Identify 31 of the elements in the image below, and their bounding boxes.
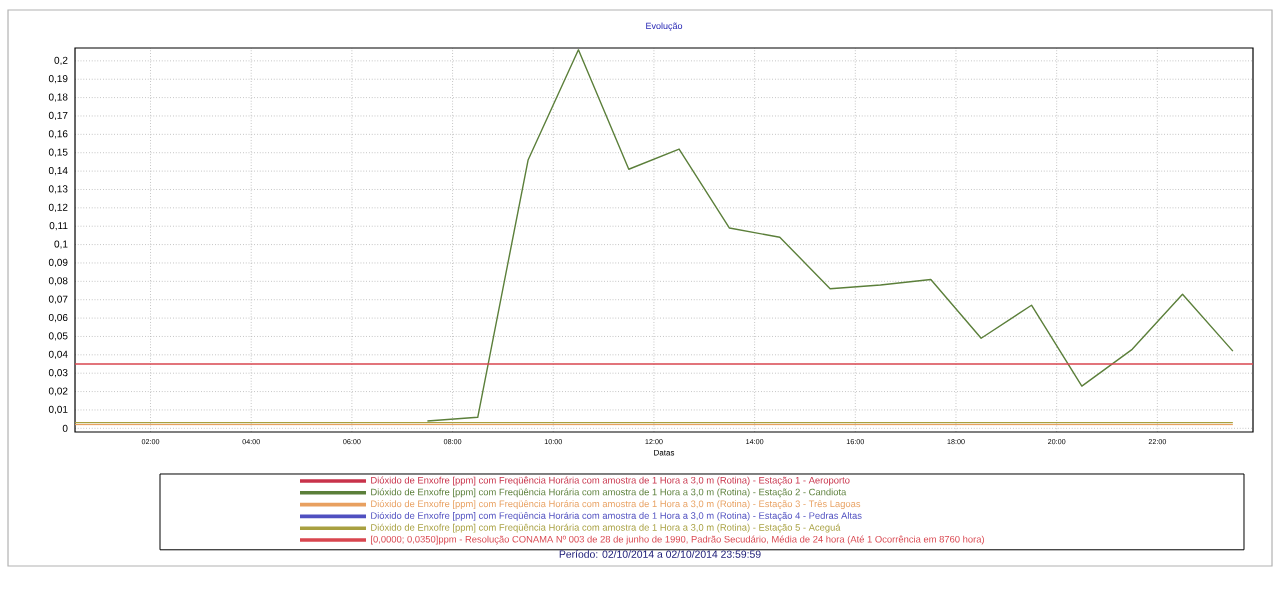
ref-line-label: [0,0000; 0,0350]ppm - Resolução CONAMA Nº 003 de 28 de junho de 1990, Padrão Secudário, Média de 24 hora (Até 1 Ocorrência em 8760 hora) xyxy=(371,535,984,545)
y-tick-label: 0,07 xyxy=(48,295,68,304)
y-tick-label: 0,06 xyxy=(48,313,68,323)
y-tick-label: 0,14 xyxy=(48,166,68,176)
y-tick-label: 0,13 xyxy=(48,185,68,194)
y-tick-label: 0,09 xyxy=(48,258,68,268)
y-tick-label: 0,19 xyxy=(48,75,68,84)
legend-label: Dióxido de Enxofre [ppm] com Freqüência Horária com amostra de 1 Hora a 3,0 m (Rotina) - Estação 4 - Pedras Altas xyxy=(371,511,862,521)
text: Dióxido de Enxofre [ppm] com Freqüência Horária com amostra de 1 Hora a 3,0 m (Rotina) - Estação 2 - Candiota xyxy=(371,488,847,498)
y-tick-label: 0,12 xyxy=(48,203,68,212)
text: Dióxido de Enxofre [ppm] com Freqüência Horária com amostra de 1 Hora a 3,0 m (Rotina) - Estação 3 - Três Lagoas xyxy=(371,500,861,510)
chart-title: Evolução xyxy=(646,22,683,31)
text: Período: 02/10/2014 a 02/10/2014 23:59:59 xyxy=(559,550,761,558)
y-tick-label: 0,2 xyxy=(54,56,68,65)
y-tick-label: 0,15 xyxy=(48,148,68,157)
y-tick-label: 0,16 xyxy=(48,130,68,139)
line-series xyxy=(426,49,1234,422)
text: Dióxido de Enxofre [ppm] com Freqüência Horária com amostra de 1 Hora a 3,0 m (Rotina) - Estação 5 - Aceguá xyxy=(371,523,841,533)
y-tick-label: 0,18 xyxy=(48,93,68,102)
y-tick-label: 0 xyxy=(62,424,68,432)
y-tick-label: 0,08 xyxy=(48,277,68,286)
y-tick-label: 0,17 xyxy=(48,111,68,121)
y-tick-label: 0,05 xyxy=(48,332,68,341)
y-tick-label: 0,1 xyxy=(54,240,68,249)
y-tick-label: 0,01 xyxy=(48,405,68,415)
legend-label: Dióxido de Enxofre [ppm] com Freqüência Horária com amostra de 1 Hora a 3,0 m (Rotina) - Estação 1 - Aeroporto xyxy=(371,476,850,486)
y-tick-label: 0,04 xyxy=(48,350,68,359)
x-axis-title: Datas xyxy=(654,449,675,456)
y-tick-label: 0,03 xyxy=(48,369,68,378)
y-tick-label: 0,02 xyxy=(48,387,68,396)
y-tick-label: 0,11 xyxy=(49,222,68,231)
